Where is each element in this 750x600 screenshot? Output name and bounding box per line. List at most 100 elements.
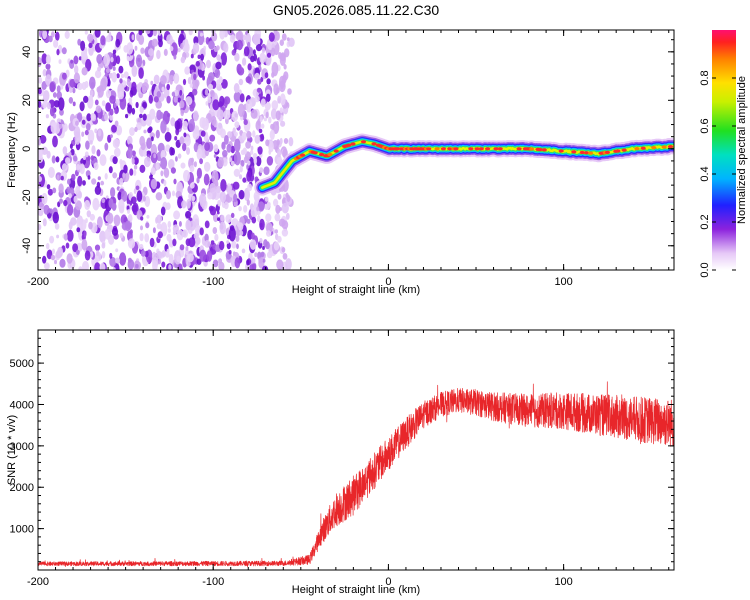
- spectrogram-noise-blob: [112, 66, 116, 71]
- spectrogram-noise-blob: [183, 169, 190, 182]
- spectrogram-noise-blob: [144, 195, 151, 208]
- spectrogram-noise-blob: [150, 80, 154, 86]
- spectrogram-noise-blob: [49, 82, 56, 93]
- spectrogram-noise-blob: [252, 257, 256, 265]
- spectrogram-noise-blob: [87, 129, 95, 143]
- spectrogram-noise-blob: [189, 165, 195, 173]
- spectrogram-noise-blob: [38, 56, 42, 68]
- spectrogram-noise-blob: [76, 82, 83, 91]
- spectrogram-noise-blob: [146, 214, 150, 219]
- spectrogram-noise-blob: [89, 95, 93, 100]
- spectrogram-noise-blob: [115, 38, 121, 48]
- spectrogram-noise-blob: [111, 124, 117, 133]
- spectrogram-noise-blob: [242, 147, 247, 155]
- spectrogram-noise-blob: [254, 95, 260, 103]
- spectrogram-noise-blob: [58, 97, 65, 111]
- spectrogram-noise-blob: [254, 176, 259, 183]
- spectrogram-noise-blob: [69, 143, 73, 149]
- spectrogram-noise-blob: [82, 260, 89, 270]
- spectrogram-ridge-peak: [394, 147, 400, 151]
- spectrogram-y-tick-label: -40: [21, 238, 33, 254]
- spectrogram-noise-blob: [196, 177, 200, 184]
- spectrogram-ridge-peak: [529, 147, 535, 151]
- spectrogram-noise-blob: [192, 110, 199, 122]
- spectrogram-noise-blob: [139, 113, 143, 119]
- spectrogram-noise-blob: [171, 190, 176, 197]
- spectrogram-noise-blob: [123, 164, 128, 174]
- spectrogram-noise-blob: [199, 158, 204, 165]
- spectrogram-noise-blob: [82, 156, 86, 160]
- spectrogram-noise-blob: [101, 251, 106, 259]
- spectrogram-noise-blob: [79, 163, 85, 175]
- spectrogram-noise-blob: [112, 267, 116, 270]
- spectrogram-noise-blob: [249, 239, 257, 250]
- spectrogram-noise-blob: [264, 101, 271, 111]
- spectrogram-noise-blob: [266, 251, 273, 259]
- spectrogram-noise-blob: [49, 235, 55, 244]
- spectrogram-noise-blob: [202, 117, 209, 131]
- spectrogram-y-tick-label: 0: [21, 146, 33, 152]
- spectrogram-x-tick-label: -100: [202, 276, 224, 288]
- spectrogram-noise-blob: [74, 65, 79, 74]
- spectrogram-noise-blob: [241, 248, 246, 254]
- spectrogram-noise-blob: [101, 198, 106, 204]
- spectrogram-noise-blob: [112, 138, 120, 149]
- spectrogram-noise-blob: [153, 153, 157, 159]
- spectrogram-noise-blob: [68, 97, 74, 104]
- spectrogram-noise-blob: [269, 129, 275, 140]
- spectrogram-noise-blob: [281, 247, 286, 253]
- spectrogram-noise-blob: [231, 49, 236, 56]
- spectrogram-ridge-peak: [497, 147, 503, 151]
- spectrogram-noise-blob: [181, 30, 184, 34]
- spectrogram-noise-blob: [263, 117, 267, 122]
- spectrogram-noise-blob: [148, 94, 153, 104]
- spectrogram-noise-blob: [100, 35, 106, 46]
- colorbar-tick-label: 0.6: [699, 118, 711, 133]
- spectrogram-ridge-peak: [447, 147, 453, 151]
- spectrogram-noise-blob: [257, 146, 263, 155]
- spectrogram-noise-blob: [181, 39, 189, 52]
- spectrogram-noise-blob: [129, 229, 133, 235]
- spectrogram-noise-blob: [184, 136, 191, 147]
- spectrogram-ridge-peak: [485, 147, 491, 151]
- spectrogram-noise-blob: [88, 221, 93, 230]
- spectrogram-noise-blob: [52, 248, 55, 255]
- spectrogram-noise-blob: [245, 141, 252, 149]
- spectrogram-noise-blob: [119, 78, 123, 84]
- spectrogram-noise-blob: [208, 83, 214, 90]
- spectrogram-ridge-peak: [558, 149, 564, 153]
- spectrogram-noise-blob: [193, 161, 197, 168]
- spectrogram-noise-blob: [133, 188, 137, 194]
- snr-y-axis-label: SNR (10 * v/v): [6, 415, 18, 485]
- spectrogram-noise-blob: [165, 144, 171, 152]
- spectrogram-noise-blob: [256, 87, 261, 93]
- spectrogram-noise-blob: [265, 241, 270, 250]
- spectrogram-noise-blob: [242, 57, 247, 66]
- spectrogram-noise-blob: [72, 243, 78, 253]
- spectrogram-noise-blob: [185, 210, 192, 219]
- spectrogram-noise-blob: [160, 206, 166, 216]
- spectrogram-noise-blob: [143, 129, 147, 134]
- spectrogram-noise-blob: [242, 177, 247, 183]
- spectrogram-noise-blob: [180, 162, 186, 169]
- spectrogram-noise-blob: [113, 214, 121, 227]
- spectrogram-noise-blob: [38, 224, 42, 231]
- spectrogram-noise-blob: [89, 76, 96, 90]
- spectrogram-ridge-peak: [478, 147, 484, 151]
- spectrogram-noise-blob: [166, 34, 173, 45]
- spectrogram-noise-blob: [41, 53, 48, 65]
- spectrogram-noise-blob: [150, 136, 154, 142]
- spectrogram-noise-blob: [219, 221, 226, 235]
- spectrogram-noise-blob: [233, 193, 238, 203]
- spectrogram-noise-blob: [90, 90, 94, 97]
- spectrogram-noise-blob: [179, 244, 185, 251]
- spectrogram-noise-blob: [59, 198, 63, 204]
- spectrogram-noise-blob: [56, 234, 60, 239]
- spectrogram-noise-blob: [81, 131, 85, 137]
- spectrogram-noise-blob: [119, 252, 127, 266]
- spectrogram-noise-blob: [142, 149, 147, 157]
- spectrogram-noise-blob: [281, 202, 289, 214]
- spectrogram-noise-blob: [81, 48, 88, 61]
- spectrogram-noise-blob: [115, 257, 120, 264]
- spectrogram-noise-blob: [94, 244, 101, 251]
